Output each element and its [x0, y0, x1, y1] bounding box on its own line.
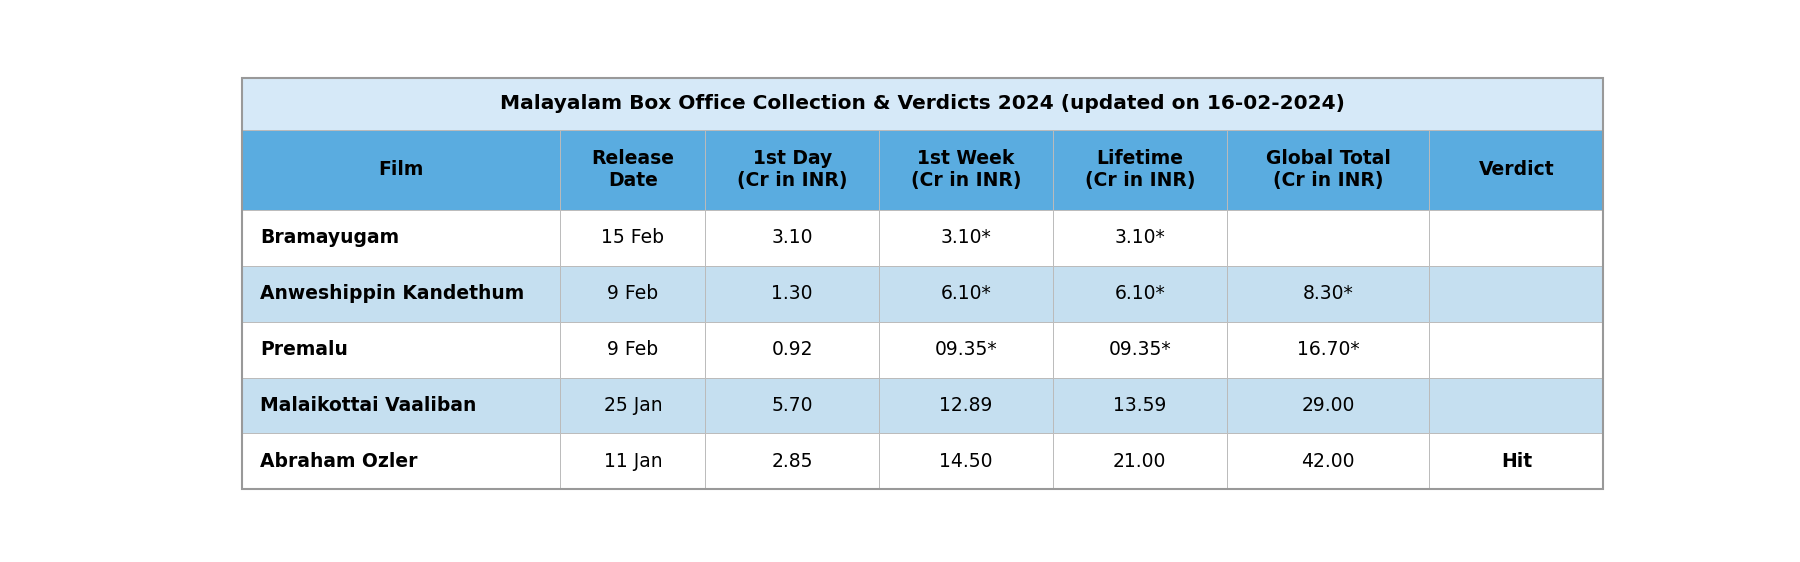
- Text: Anweshippin Kandethum: Anweshippin Kandethum: [259, 284, 524, 303]
- FancyBboxPatch shape: [1053, 321, 1226, 378]
- FancyBboxPatch shape: [560, 210, 706, 266]
- FancyBboxPatch shape: [1429, 321, 1604, 378]
- Text: 8.30*: 8.30*: [1303, 284, 1354, 303]
- Text: Hit: Hit: [1501, 452, 1532, 471]
- FancyBboxPatch shape: [1226, 321, 1429, 378]
- FancyBboxPatch shape: [1053, 130, 1226, 210]
- FancyBboxPatch shape: [560, 266, 706, 321]
- Text: Bramayugam: Bramayugam: [259, 228, 400, 247]
- Text: 5.70: 5.70: [772, 396, 814, 415]
- Text: Lifetime
(Cr in INR): Lifetime (Cr in INR): [1085, 149, 1195, 190]
- FancyBboxPatch shape: [878, 130, 1053, 210]
- Text: Film: Film: [378, 160, 423, 179]
- Text: Malayalam Box Office Collection & Verdicts 2024 (updated on 16-02-2024): Malayalam Box Office Collection & Verdic…: [500, 94, 1345, 114]
- FancyBboxPatch shape: [1429, 210, 1604, 266]
- FancyBboxPatch shape: [1429, 266, 1604, 321]
- FancyBboxPatch shape: [878, 378, 1053, 433]
- FancyBboxPatch shape: [706, 130, 878, 210]
- Text: 1st Week
(Cr in INR): 1st Week (Cr in INR): [911, 149, 1021, 190]
- FancyBboxPatch shape: [560, 378, 706, 433]
- Text: Release
Date: Release Date: [592, 149, 675, 190]
- FancyBboxPatch shape: [241, 210, 560, 266]
- FancyBboxPatch shape: [878, 266, 1053, 321]
- FancyBboxPatch shape: [706, 321, 878, 378]
- Text: 12.89: 12.89: [940, 396, 992, 415]
- Text: Abraham Ozler: Abraham Ozler: [259, 452, 418, 471]
- FancyBboxPatch shape: [1226, 433, 1429, 490]
- Text: 3.10: 3.10: [772, 228, 814, 247]
- FancyBboxPatch shape: [1053, 210, 1226, 266]
- FancyBboxPatch shape: [1429, 378, 1604, 433]
- Text: Global Total
(Cr in INR): Global Total (Cr in INR): [1265, 149, 1390, 190]
- Text: 16.70*: 16.70*: [1296, 340, 1359, 359]
- FancyBboxPatch shape: [1226, 210, 1429, 266]
- FancyBboxPatch shape: [1226, 266, 1429, 321]
- Text: 15 Feb: 15 Feb: [601, 228, 664, 247]
- Text: 6.10*: 6.10*: [941, 284, 992, 303]
- Text: 0.92: 0.92: [772, 340, 814, 359]
- FancyBboxPatch shape: [241, 78, 1604, 130]
- FancyBboxPatch shape: [241, 378, 560, 433]
- FancyBboxPatch shape: [706, 378, 878, 433]
- FancyBboxPatch shape: [1226, 130, 1429, 210]
- FancyBboxPatch shape: [560, 321, 706, 378]
- FancyBboxPatch shape: [1226, 378, 1429, 433]
- FancyBboxPatch shape: [706, 266, 878, 321]
- Text: 1.30: 1.30: [772, 284, 814, 303]
- FancyBboxPatch shape: [560, 433, 706, 490]
- Text: 11 Jan: 11 Jan: [603, 452, 662, 471]
- Text: Premalu: Premalu: [259, 340, 347, 359]
- Text: 42.00: 42.00: [1301, 452, 1355, 471]
- FancyBboxPatch shape: [1053, 378, 1226, 433]
- FancyBboxPatch shape: [706, 433, 878, 490]
- FancyBboxPatch shape: [241, 266, 560, 321]
- FancyBboxPatch shape: [706, 210, 878, 266]
- Text: 09.35*: 09.35*: [934, 340, 997, 359]
- FancyBboxPatch shape: [560, 130, 706, 210]
- FancyBboxPatch shape: [241, 433, 560, 490]
- Text: 3.10*: 3.10*: [1114, 228, 1165, 247]
- FancyBboxPatch shape: [241, 130, 560, 210]
- Text: 9 Feb: 9 Feb: [607, 284, 659, 303]
- Text: 21.00: 21.00: [1112, 452, 1166, 471]
- Text: 29.00: 29.00: [1301, 396, 1355, 415]
- FancyBboxPatch shape: [1053, 266, 1226, 321]
- Text: 6.10*: 6.10*: [1114, 284, 1165, 303]
- Text: 14.50: 14.50: [940, 452, 994, 471]
- Text: Verdict: Verdict: [1478, 160, 1553, 179]
- FancyBboxPatch shape: [878, 210, 1053, 266]
- Text: 9 Feb: 9 Feb: [607, 340, 659, 359]
- Text: 09.35*: 09.35*: [1109, 340, 1172, 359]
- Text: 25 Jan: 25 Jan: [603, 396, 662, 415]
- FancyBboxPatch shape: [241, 321, 560, 378]
- FancyBboxPatch shape: [1053, 433, 1226, 490]
- Text: 13.59: 13.59: [1112, 396, 1166, 415]
- FancyBboxPatch shape: [1429, 130, 1604, 210]
- Text: 2.85: 2.85: [772, 452, 814, 471]
- FancyBboxPatch shape: [878, 321, 1053, 378]
- FancyBboxPatch shape: [1429, 433, 1604, 490]
- Text: 1st Day
(Cr in INR): 1st Day (Cr in INR): [736, 149, 848, 190]
- Text: 3.10*: 3.10*: [941, 228, 992, 247]
- FancyBboxPatch shape: [878, 433, 1053, 490]
- Text: Malaikottai Vaaliban: Malaikottai Vaaliban: [259, 396, 477, 415]
